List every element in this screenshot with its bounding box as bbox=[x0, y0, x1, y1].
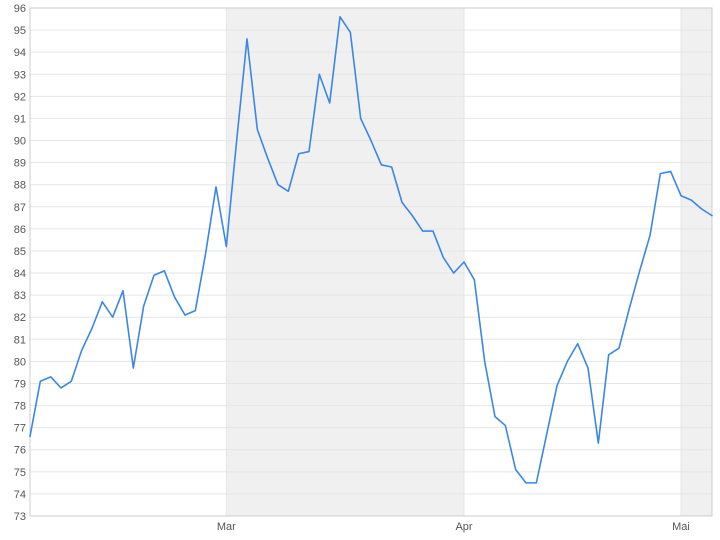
shaded-band bbox=[681, 8, 712, 516]
y-tick-label: 93 bbox=[14, 69, 26, 81]
y-tick-label: 92 bbox=[14, 91, 26, 103]
y-tick-label: 73 bbox=[14, 511, 26, 523]
y-tick-label: 91 bbox=[14, 113, 26, 125]
y-tick-label: 88 bbox=[14, 180, 26, 192]
y-tick-label: 82 bbox=[14, 312, 26, 324]
y-tick-label: 94 bbox=[14, 47, 26, 59]
y-tick-label: 95 bbox=[14, 25, 26, 37]
y-tick-label: 89 bbox=[14, 158, 26, 170]
line-chart: 73 74 75 76 77 78 79 80 81 82 83 84 85 86 87 88 89 90 91 92… bbox=[0, 0, 720, 540]
y-tick-label: 84 bbox=[14, 268, 26, 280]
y-tick-label: 90 bbox=[14, 136, 26, 148]
y-tick-label: 81 bbox=[14, 334, 26, 346]
y-tick-label: 76 bbox=[14, 445, 26, 457]
y-tick-label: 83 bbox=[14, 290, 26, 302]
y-tick-label: 96 bbox=[14, 3, 26, 15]
y-tick-label: 86 bbox=[14, 224, 26, 236]
x-tick-label: Mar bbox=[217, 521, 236, 533]
y-tick-label: 74 bbox=[14, 489, 26, 501]
y-tick-label: 79 bbox=[14, 378, 26, 390]
x-tick-label: Apr bbox=[455, 521, 472, 533]
y-tick-label: 80 bbox=[14, 356, 26, 368]
shaded-band bbox=[226, 8, 464, 516]
y-tick-label: 75 bbox=[14, 467, 26, 479]
y-tick-label: 87 bbox=[14, 202, 26, 214]
x-tick-label: Mai bbox=[672, 521, 690, 533]
y-tick-label: 78 bbox=[14, 401, 26, 413]
y-tick-label: 77 bbox=[14, 423, 26, 435]
chart-svg: 73 74 75 76 77 78 79 80 81 82 83 84 85 86 87 88 89 90 91 92… bbox=[0, 0, 720, 540]
y-tick-label: 85 bbox=[14, 246, 26, 258]
